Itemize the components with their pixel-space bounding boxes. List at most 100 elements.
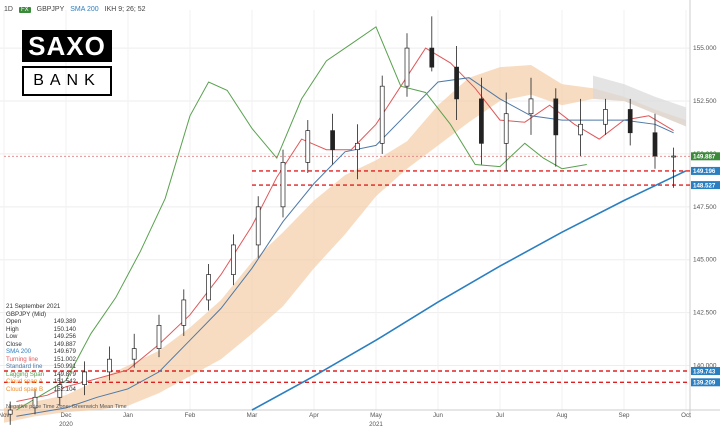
tooltip-row: Lagging Span 149.879 <box>6 371 76 379</box>
candle-body <box>454 66 459 100</box>
saxo-bank-logo: SAXO BANK <box>22 30 112 100</box>
interval-label[interactable]: 1D <box>4 6 13 13</box>
y-tick-label: 145.000 <box>693 257 717 264</box>
x-tick-label: Feb <box>185 412 196 419</box>
tooltip-instrument: GBPJPY (Mid) <box>6 310 47 318</box>
tooltip-row-value: 149.389 <box>53 318 76 325</box>
candle-body <box>206 274 211 301</box>
x-tick-label: Jul <box>496 412 504 419</box>
horizontal-levels <box>4 155 690 383</box>
sma-label[interactable]: SMA 200 <box>70 6 99 13</box>
logo-bottom: BANK <box>22 66 112 96</box>
tooltip-row-value: 149.879 <box>53 370 76 378</box>
tooltip-row-label: Open <box>6 318 22 325</box>
year-label: 2020 <box>59 421 73 428</box>
tooltip-row-label: Standard line <box>6 363 43 370</box>
time-axis: Nov Dec Jan Feb Mar Apr May Jun Jul Aug Sep Oct 2020… <box>0 412 691 428</box>
tooltip-row: Open 149.389 <box>6 318 76 326</box>
candle-body <box>181 299 187 326</box>
series-line <box>251 170 687 411</box>
candle-body <box>330 130 335 151</box>
y-tick-label: 140.000 <box>693 363 717 370</box>
tooltip-row: Cloud span A 151.542 <box>6 378 76 386</box>
candle-body <box>131 348 137 360</box>
tooltip-row-value: 151.002 <box>53 355 76 363</box>
x-tick-label: Mar <box>247 412 258 419</box>
candle-body <box>429 47 435 68</box>
tooltip-row-label: Cloud span B <box>6 385 44 393</box>
price-tag <box>691 181 720 190</box>
symbol-label[interactable]: GBPJPY <box>36 6 65 13</box>
tooltip-row-value: 149.679 <box>53 348 76 355</box>
candle-body <box>355 142 360 151</box>
chart-header: 1D FX GBPJPY SMA 200 IKH 9; 26; 52 <box>4 6 146 13</box>
x-tick-label: Sep <box>618 412 630 419</box>
candle-body <box>652 132 658 157</box>
tooltip-row-value: 149.887 <box>53 340 76 348</box>
candle-body <box>671 155 676 158</box>
tooltip-row-label: Lagging Span <box>6 370 45 378</box>
tooltip-row: Standard line 150.991 <box>6 363 76 371</box>
tooltip-row-value: 150.140 <box>53 325 76 333</box>
price-tag <box>691 152 720 161</box>
candle-body <box>7 409 13 415</box>
tooltip-row: Close 149.887 <box>6 341 76 349</box>
y-tick-label: 142.500 <box>693 310 717 317</box>
tooltip-row-label: Low <box>6 333 18 340</box>
fx-badge: FX <box>18 6 31 13</box>
candle-body <box>280 162 286 208</box>
candle-body <box>231 244 236 275</box>
logo-top: SAXO <box>22 30 112 62</box>
price-tag-label: 139.209 <box>693 380 716 387</box>
tooltip-row: Low 149.256 <box>6 333 76 341</box>
price-tag <box>691 366 720 375</box>
series-line <box>16 26 587 411</box>
x-tick-label: Aug <box>556 412 568 419</box>
indicator-lines <box>16 26 687 417</box>
price-tag-label: 149.196 <box>693 168 716 175</box>
series-line <box>16 77 674 417</box>
year-label: 2021 <box>369 421 383 428</box>
price-tag-label: 148.527 <box>693 182 716 189</box>
tooltip-row-value: 149.256 <box>53 333 76 340</box>
candle-body <box>479 98 484 144</box>
candle-body <box>57 384 63 398</box>
x-tick-label: May <box>370 412 383 419</box>
candlesticks <box>7 16 676 425</box>
tooltip-rows: Open 149.389 High 150.140 Low 149.256 Close 149… <box>6 318 76 393</box>
price-tag <box>691 166 720 175</box>
y-tick-label: 147.500 <box>693 204 717 211</box>
series-line <box>16 47 674 402</box>
candle-body <box>627 109 633 134</box>
tooltip-row-label: Close <box>6 340 22 348</box>
y-tick-label: 155.000 <box>693 45 717 52</box>
price-tag-label: 139.743 <box>693 368 716 375</box>
tooltip-row: Cloud span B 152.104 <box>6 386 76 394</box>
price-tag <box>691 378 720 387</box>
y-tick-label: 152.500 <box>693 98 717 105</box>
tooltip-row: High 150.140 <box>6 326 76 334</box>
tooltip-row-value: 152.104 <box>53 385 76 393</box>
x-tick-label: Jan <box>123 412 134 419</box>
candle-body <box>603 109 608 125</box>
tooltip-row-label: High <box>6 325 19 333</box>
candle-body <box>404 47 410 87</box>
candle-body <box>255 206 261 246</box>
data-tooltip: 21 September 2021 GBPJPY (Mid) Open 149.3… <box>6 303 76 393</box>
tooltip-row-label: Cloud span A <box>6 378 43 385</box>
candle-body <box>107 358 112 373</box>
price-tag-label: 149.887 <box>693 154 716 161</box>
candle-body <box>379 85 385 144</box>
candle-body <box>528 98 534 115</box>
ikh-label[interactable]: IKH 9; 26; 52 <box>104 6 146 13</box>
x-tick-label: Apr <box>309 412 319 419</box>
tooltip-row-value: 151.542 <box>53 378 76 385</box>
candle-body <box>156 324 162 349</box>
candle-body <box>82 371 87 385</box>
footer-note: Negative price Time Zone: Greenwich Mean… <box>6 404 127 410</box>
candle-body <box>578 123 583 136</box>
candle-body <box>305 130 311 163</box>
ichimoku-cloud <box>4 65 686 423</box>
candle-body <box>32 396 38 409</box>
